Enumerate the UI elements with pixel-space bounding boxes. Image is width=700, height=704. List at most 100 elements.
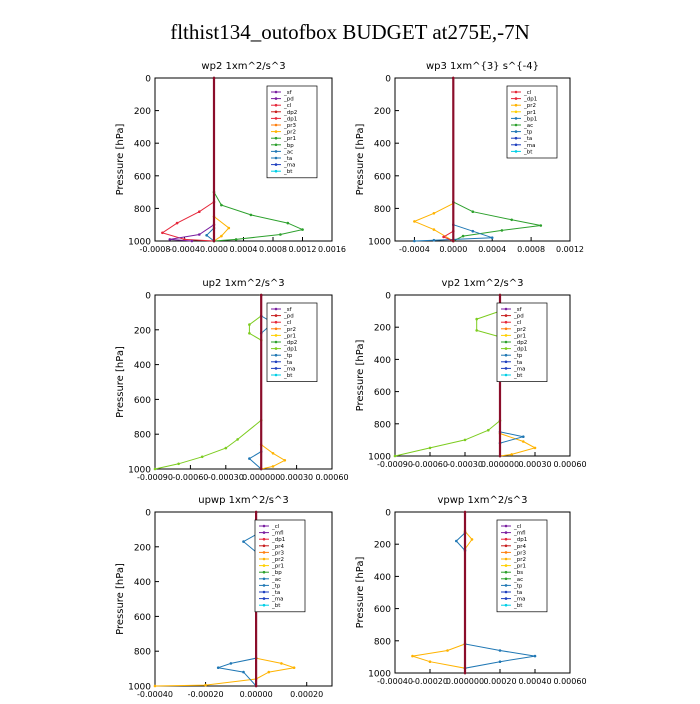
x-tick-label: 0.0012 (556, 245, 584, 254)
series-line-dp1 (154, 295, 262, 470)
chart-panel-2: wp3 1xm^{3} s^{-4} Pressure [hPa] 0 200 400 6… (355, 61, 584, 254)
y-tick-label: 800 (374, 637, 391, 647)
x-tick-label: -0.00090 (377, 460, 413, 469)
data-point (283, 459, 287, 462)
data-point (461, 234, 465, 238)
data-point (279, 233, 282, 236)
legend-entry: _dp1 (271, 537, 285, 543)
data-point (229, 662, 233, 665)
chart-panel-4: vp2 1xm^2/s^3 Pressure [hPa] 0 200 400 600 800… (355, 278, 587, 469)
legend-marker (504, 597, 508, 600)
series-line-pr2 (213, 78, 230, 242)
data-point (248, 323, 251, 326)
data-point (224, 446, 228, 450)
legend-marker (262, 544, 266, 548)
y-tick-label: 1000 (368, 238, 391, 248)
y-tick-label: 600 (374, 172, 391, 182)
data-point (413, 239, 416, 243)
y-tick-label: 0 (385, 292, 391, 302)
legend-marker (504, 590, 508, 594)
x-tick-label: 0.0004 (230, 245, 258, 254)
legend-marker (504, 360, 508, 364)
data-point (242, 540, 245, 543)
y-tick-label: 0 (385, 509, 391, 519)
legend-entry: _bt (271, 603, 281, 609)
legend-entry: _pr4 (513, 544, 527, 550)
y-tick-label: 600 (134, 396, 151, 406)
x-tick-label: -0.00040 (377, 677, 413, 686)
data-point (446, 649, 449, 652)
data-point (177, 462, 180, 466)
y-axis-label: Pressure [hPa] (355, 340, 366, 412)
legend-entry: _mfl (513, 531, 526, 537)
y-tick-label: 800 (374, 420, 391, 430)
y-tick-label: 200 (374, 107, 391, 117)
legend-entry: _pr3 (513, 550, 527, 556)
x-tick-label: -0.0008 (140, 245, 171, 254)
y-tick-label: 200 (134, 107, 151, 117)
data-point (498, 660, 502, 663)
legend-entry: _pr4 (271, 544, 285, 550)
data-point (242, 670, 245, 674)
data-point (227, 226, 231, 230)
data-point (212, 239, 216, 243)
legend-entry: _ta (271, 590, 280, 596)
data-point (236, 438, 239, 441)
data-point (175, 221, 179, 225)
y-axis-label: Pressure [hPa] (115, 563, 126, 635)
legend-marker (262, 537, 266, 541)
legend-entry: _tp (283, 353, 293, 359)
data-point (463, 438, 467, 442)
legend-entry: _ma (283, 163, 295, 169)
legend-entry: _bt (523, 149, 533, 155)
legend-marker (274, 156, 278, 160)
legend-marker (504, 307, 508, 311)
data-point (471, 229, 475, 233)
legend-marker (274, 117, 278, 120)
legend-marker (274, 110, 278, 114)
legend-marker (262, 551, 266, 554)
legend-marker (504, 524, 508, 528)
legend-entry: _tp (271, 583, 281, 589)
legend-entry: _sf (283, 90, 293, 96)
y-tick-label: 400 (374, 573, 391, 583)
legend-marker (274, 123, 278, 127)
legend-marker (504, 320, 508, 324)
legend-marker (504, 531, 508, 534)
plot-frame (394, 77, 571, 242)
panel-title: wp2 1xm^2/s^3 (201, 61, 285, 72)
legend-marker (262, 577, 266, 581)
legend-marker (274, 150, 278, 153)
legend-marker (514, 136, 518, 140)
x-tick-label: 0.00060 (553, 677, 586, 686)
legend-entry: _pr1 (523, 110, 536, 116)
data-point (301, 228, 304, 231)
legend-marker (504, 577, 508, 581)
legend-entry: _dp2 (513, 340, 527, 346)
legend-entry: _cl (523, 90, 532, 96)
data-point (413, 220, 416, 223)
legend-marker (274, 360, 278, 364)
data-point (510, 218, 513, 222)
legend-marker (262, 531, 266, 534)
chart-panel-6: vpwp 1xm^2/s^3 Pressure [hPa] 0 200 400 600 80… (355, 495, 587, 686)
legend-marker (274, 130, 278, 133)
legend-marker (262, 557, 266, 561)
data-point (168, 238, 172, 241)
data-point (200, 455, 204, 459)
legend-marker (514, 143, 518, 147)
x-tick-label: -0.00060 (172, 473, 208, 482)
legend-marker (274, 143, 278, 147)
plot-frame (154, 511, 333, 687)
legend-marker (274, 367, 278, 370)
legend-entry: _cl (283, 320, 292, 326)
legend-entry: _ac (513, 577, 523, 583)
legend-entry: _tp (513, 353, 523, 359)
x-tick-label: -0.00040 (137, 690, 173, 699)
y-tick-label: 400 (134, 140, 151, 150)
legend-marker (504, 544, 508, 548)
series-line-dp1 (442, 78, 454, 242)
data-point (432, 228, 436, 231)
x-tick-label: -0.0004 (399, 245, 430, 254)
